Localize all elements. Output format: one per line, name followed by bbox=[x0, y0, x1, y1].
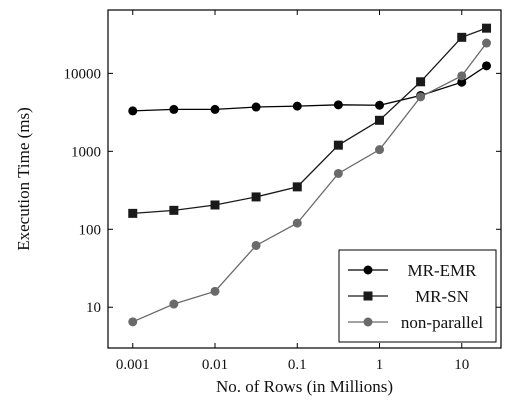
y-tick-label: 1000 bbox=[71, 144, 101, 160]
data-point bbox=[128, 208, 138, 218]
x-tick-label: 10 bbox=[454, 357, 469, 373]
legend-item: non-parallel bbox=[348, 313, 483, 332]
data-point bbox=[375, 100, 385, 110]
data-point bbox=[169, 104, 179, 114]
plot-frame bbox=[107, 9, 502, 349]
data-point bbox=[210, 200, 220, 210]
data-point bbox=[251, 192, 261, 202]
y-tick-label: 100 bbox=[79, 222, 102, 238]
data-point bbox=[251, 102, 261, 112]
x-tick-label: 0.1 bbox=[288, 357, 307, 373]
legend-items: MR-EMR MR-SN non-parallel bbox=[348, 261, 483, 332]
legend-marker bbox=[363, 265, 373, 275]
x-axis-label: No. of Rows (in Millions) bbox=[216, 377, 393, 396]
axis-ticks: 0.001 0.01 0.1 1 10 10 100 1000 10000 bbox=[64, 10, 501, 373]
data-point bbox=[292, 182, 302, 192]
data-point bbox=[333, 100, 343, 110]
legend-label: MR-EMR bbox=[408, 261, 478, 280]
data-point bbox=[210, 104, 220, 114]
data-point bbox=[128, 106, 138, 116]
data-point bbox=[333, 140, 343, 150]
series-line bbox=[132, 65, 487, 112]
series-mr-sn bbox=[128, 23, 492, 218]
data-point bbox=[169, 205, 179, 215]
data-point bbox=[416, 92, 426, 102]
y-axis-label: Execution Time (ms) bbox=[14, 107, 33, 251]
data-point bbox=[128, 317, 138, 327]
data-point bbox=[457, 32, 467, 42]
legend-marker bbox=[363, 291, 373, 301]
y-tick-label: 10 bbox=[86, 300, 101, 316]
data-point bbox=[457, 71, 467, 81]
y-tick-label: 10000 bbox=[64, 66, 102, 82]
legend-label: MR-SN bbox=[415, 287, 469, 306]
series-non-parallel bbox=[128, 38, 492, 327]
data-point bbox=[375, 115, 385, 125]
data-point bbox=[416, 77, 426, 87]
x-tick-label: 0.001 bbox=[116, 357, 150, 373]
legend-label: non-parallel bbox=[401, 313, 483, 332]
data-point bbox=[482, 61, 492, 71]
x-tick-label: 1 bbox=[376, 357, 384, 373]
legend-marker bbox=[363, 317, 373, 327]
data-point bbox=[251, 240, 261, 250]
legend: MR-EMR MR-SN non-parallel bbox=[338, 249, 497, 343]
data-point bbox=[482, 38, 492, 48]
series-line bbox=[132, 27, 487, 215]
data-point bbox=[292, 218, 302, 228]
data-point bbox=[169, 299, 179, 309]
data-point bbox=[292, 101, 302, 111]
data-point bbox=[210, 286, 220, 296]
data-point bbox=[375, 145, 385, 155]
series-line bbox=[132, 42, 488, 323]
x-tick-label: 0.01 bbox=[202, 357, 228, 373]
data-point bbox=[333, 168, 343, 178]
legend-item: MR-EMR bbox=[348, 261, 477, 280]
data-point bbox=[457, 77, 467, 87]
legend-item: MR-SN bbox=[348, 287, 469, 306]
data-point bbox=[482, 23, 492, 33]
series-group bbox=[128, 23, 492, 327]
